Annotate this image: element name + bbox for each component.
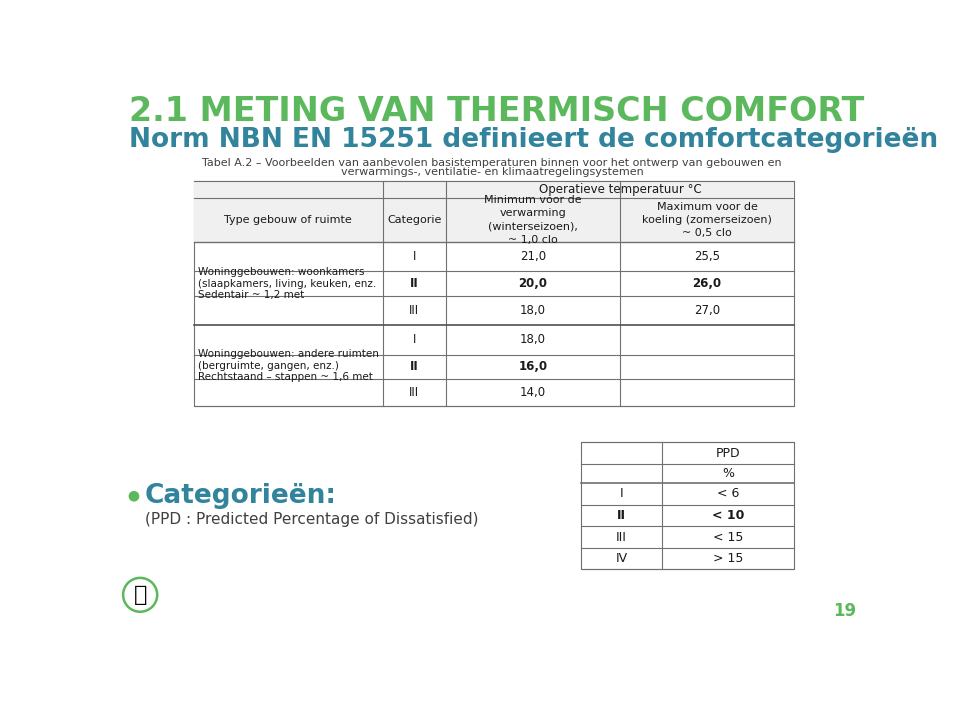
Text: 18,0: 18,0 [520, 333, 546, 347]
Text: < 6: < 6 [717, 488, 739, 501]
Text: II: II [617, 509, 626, 522]
Text: Operatieve temperatuur °C: Operatieve temperatuur °C [539, 182, 702, 196]
Text: Maximum voor de
koeling (zomerseizoen)
~ 0,5 clo: Maximum voor de koeling (zomerseizoen) ~… [642, 201, 772, 238]
Text: II: II [410, 360, 419, 374]
Text: 18,0: 18,0 [520, 304, 546, 317]
Text: III: III [409, 386, 420, 399]
Text: Type gebouw of ruimte: Type gebouw of ruimte [225, 215, 352, 225]
Text: 25,5: 25,5 [694, 250, 720, 263]
Text: 27,0: 27,0 [694, 304, 720, 317]
Text: 19: 19 [833, 602, 856, 620]
Text: III: III [409, 304, 420, 317]
Text: I: I [620, 488, 623, 501]
Text: > 15: > 15 [713, 552, 743, 565]
Text: (PPD : Predicted Percentage of Dissatisfied): (PPD : Predicted Percentage of Dissatisf… [145, 512, 478, 527]
Text: 2.1 METING VAN THERMISCH COMFORT: 2.1 METING VAN THERMISCH COMFORT [130, 95, 865, 128]
Text: Categorie: Categorie [387, 215, 442, 225]
Text: Categorieën:: Categorieën: [145, 484, 337, 509]
Bar [194, 181, 794, 242]
Text: 14,0: 14,0 [520, 386, 546, 399]
Text: 26,0: 26,0 [692, 277, 722, 290]
Text: I: I [413, 333, 416, 347]
Text: PPD: PPD [716, 447, 740, 459]
Text: I: I [413, 250, 416, 263]
Circle shape [130, 491, 138, 501]
Text: II: II [410, 277, 419, 290]
Bar [581, 442, 794, 569]
Text: Minimum voor de
verwarming
(winterseizoen),
~ 1,0 clo: Minimum voor de verwarming (winterseizoe… [484, 195, 582, 245]
Text: Norm NBN EN 15251 definieert de comfortcategorieën: Norm NBN EN 15251 definieert de comfortc… [130, 127, 939, 152]
Text: %: % [722, 467, 734, 480]
Text: < 15: < 15 [713, 530, 743, 544]
Text: < 10: < 10 [712, 509, 744, 522]
Text: Tabel A.2 – Voorbeelden van aanbevolen basistemperaturen binnen voor het ontwerp: Tabel A.2 – Voorbeelden van aanbevolen b… [203, 158, 781, 168]
Text: Woninggebouwen: woonkamers
(slaapkamers, living, keuken, enz.
Sedentair ~ 1,2 me: Woninggebouwen: woonkamers (slaapkamers,… [199, 267, 376, 301]
Text: Woninggebouwen: andere ruimten
(bergruimte, gangen, enz.)
Rechtstaand – stappen : Woninggebouwen: andere ruimten (bergruim… [199, 349, 379, 382]
Bar [194, 181, 794, 406]
Text: 21,0: 21,0 [520, 250, 546, 263]
Text: verwarmings-, ventilatie- en klimaatregelingsystemen: verwarmings-, ventilatie- en klimaatrege… [341, 167, 643, 177]
Text: 🌲: 🌲 [133, 585, 147, 605]
Text: 16,0: 16,0 [518, 360, 547, 374]
Text: III: III [616, 530, 627, 544]
Text: IV: IV [615, 552, 628, 565]
Text: 20,0: 20,0 [518, 277, 547, 290]
